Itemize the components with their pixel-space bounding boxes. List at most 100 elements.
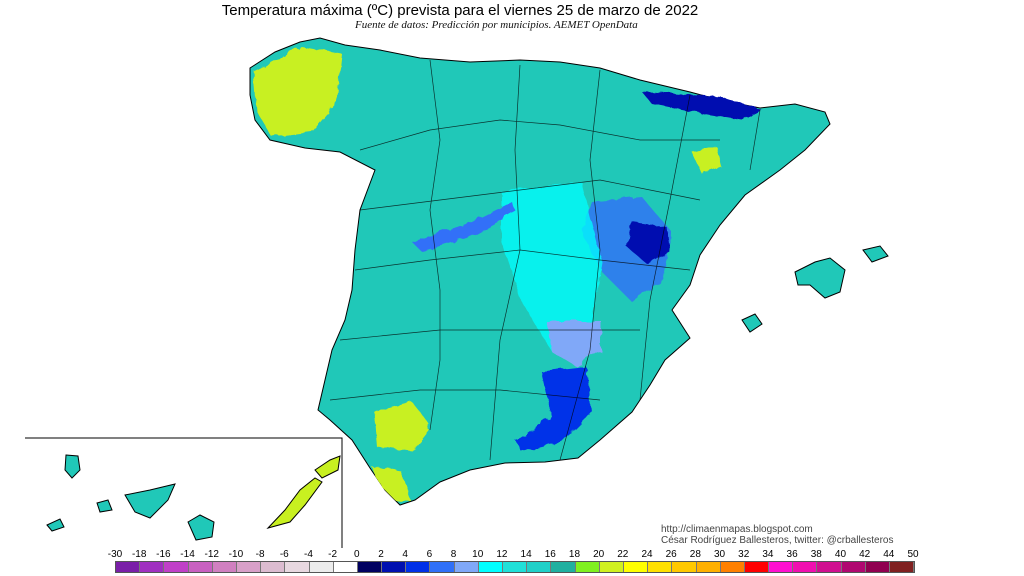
map-subtitle: Fuente de datos: Predicción por municipi… xyxy=(355,19,638,31)
legend-swatch xyxy=(261,562,286,572)
balearic-islands xyxy=(741,245,889,333)
credits: http://climaenmapas.blogspot.com César R… xyxy=(661,524,893,546)
legend-tick: -6 xyxy=(279,549,289,560)
legend-tick: 40 xyxy=(834,549,847,560)
credits-url[interactable]: http://climaenmapas.blogspot.com xyxy=(661,524,813,535)
inset-frame xyxy=(25,437,343,548)
legend-tick: -4 xyxy=(304,549,313,560)
legend-swatch xyxy=(672,562,697,572)
light-zone-central xyxy=(500,180,600,350)
legend-swatch xyxy=(309,562,334,572)
legend-tick: -14 xyxy=(180,549,195,560)
canary-inset xyxy=(25,437,343,548)
legend-tick: -12 xyxy=(204,549,219,560)
legend-tick: 24 xyxy=(641,549,653,560)
legend-swatch xyxy=(454,562,479,572)
cold-band-iberian xyxy=(580,195,670,300)
legend-swatch xyxy=(236,562,262,572)
legend-swatch xyxy=(817,562,842,572)
legend-tick: 22 xyxy=(617,549,629,560)
legend-tick: 0 xyxy=(354,549,360,560)
gran-canaria xyxy=(187,514,215,541)
legend-tick: 38 xyxy=(810,549,822,560)
warm-guadalquivir xyxy=(372,400,430,450)
legend-bar xyxy=(115,561,915,573)
legend-tick: 32 xyxy=(738,549,750,560)
legend-swatch xyxy=(503,562,528,572)
legend-swatch xyxy=(164,562,189,572)
legend-swatch xyxy=(357,562,383,572)
legend-tick: 20 xyxy=(593,549,605,560)
legend-swatch xyxy=(865,562,890,572)
legend-tick: 50 xyxy=(907,549,919,560)
cold-core-iberian xyxy=(625,220,668,262)
legend-tick: 42 xyxy=(859,549,871,560)
legend-ticks: -30 -18 -16 -14 -12 -10 -8 -6 -4 -2 0 2 4 6 8 10 12 14 16 1… xyxy=(108,549,919,561)
cold-band-central xyxy=(410,200,515,250)
map-title: Temperatura máxima (ºC) prevista para el… xyxy=(221,2,699,19)
color-legend: -30 -18 -16 -14 -12 -10 -8 -6 -4 -2 0 2 4 6 8 10 12 14 16 1… xyxy=(108,549,919,573)
fuerteventura xyxy=(266,477,323,529)
legend-swatch xyxy=(382,562,407,572)
legend-tick: 14 xyxy=(520,549,532,560)
ibiza xyxy=(741,313,763,333)
mid-zone-east xyxy=(545,320,600,365)
legend-swatch xyxy=(333,562,358,572)
legend-tick: 28 xyxy=(689,549,701,560)
legend-tick: -18 xyxy=(131,549,147,560)
legend-tick: 6 xyxy=(426,549,433,560)
legend-swatch xyxy=(720,562,745,572)
menorca xyxy=(862,245,889,263)
legend-tick: 10 xyxy=(472,549,484,560)
legend-swatch xyxy=(140,562,165,572)
legend-swatch xyxy=(890,562,915,572)
legend-swatch xyxy=(769,562,794,572)
legend-swatch xyxy=(648,562,673,572)
legend-swatch xyxy=(744,562,770,572)
warm-cadiz xyxy=(370,465,410,500)
mallorca xyxy=(794,257,846,299)
legend-tick: -16 xyxy=(156,549,171,560)
legend-tick: -2 xyxy=(328,549,338,560)
cold-pyrenees xyxy=(640,90,760,118)
legend-tick: 30 xyxy=(713,549,726,560)
legend-swatch xyxy=(285,562,310,572)
legend-tick: 44 xyxy=(883,549,895,560)
legend-swatch xyxy=(430,562,455,572)
credits-author: César Rodríguez Ballesteros, twitter: @c… xyxy=(661,535,894,546)
legend-swatch xyxy=(406,562,431,572)
legend-swatch xyxy=(793,562,818,572)
legend-swatch xyxy=(841,562,866,572)
el-hierro xyxy=(46,518,65,532)
warm-galicia xyxy=(252,45,340,135)
cold-band-betic xyxy=(515,365,590,450)
legend-tick: 36 xyxy=(786,549,798,560)
tenerife xyxy=(124,483,176,519)
legend-swatch xyxy=(527,562,552,572)
legend-tick: 16 xyxy=(544,549,556,560)
legend-tick: 12 xyxy=(496,549,508,560)
legend-tick: 8 xyxy=(450,549,457,560)
lanzarote xyxy=(314,455,341,479)
legend-tick: 2 xyxy=(378,549,384,560)
legend-swatch xyxy=(212,562,237,572)
legend-tick: 4 xyxy=(402,549,408,560)
legend-swatch xyxy=(478,562,503,572)
peninsula xyxy=(249,37,831,506)
warm-ebro xyxy=(690,145,720,172)
legend-swatch xyxy=(188,562,213,572)
legend-tick: -30 xyxy=(107,549,123,560)
legend-swatch xyxy=(623,562,649,572)
province-borders xyxy=(329,59,761,461)
legend-swatch xyxy=(575,562,600,572)
legend-tick: 34 xyxy=(762,549,774,560)
legend-tick: 26 xyxy=(665,549,677,560)
legend-tick: -8 xyxy=(255,549,265,560)
legend-swatch xyxy=(696,562,721,572)
la-gomera xyxy=(96,499,113,513)
la-palma xyxy=(64,454,81,479)
legend-tick: 18 xyxy=(568,549,581,560)
legend-swatch xyxy=(116,562,141,572)
legend-swatch xyxy=(551,562,576,572)
